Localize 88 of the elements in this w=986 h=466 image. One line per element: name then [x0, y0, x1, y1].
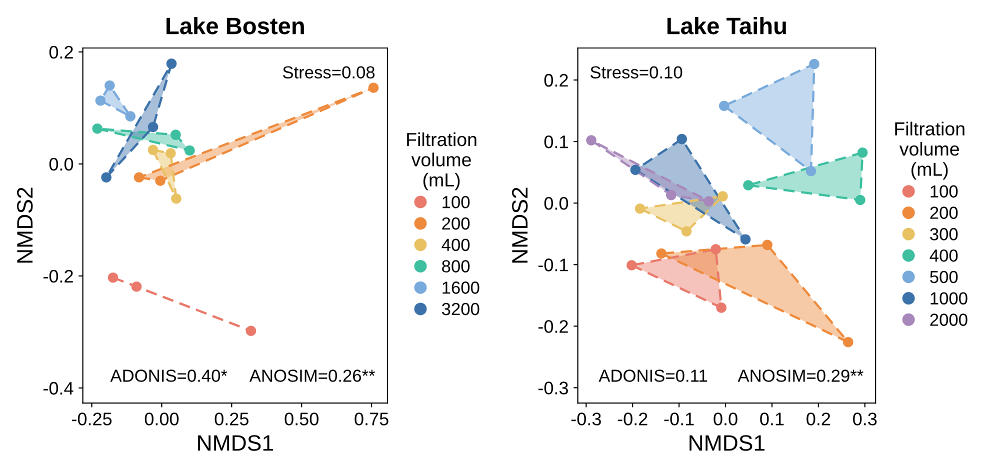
legend-label: 200	[442, 217, 470, 230]
y-axis-title: NMDS2	[512, 188, 528, 263]
x-tick-label: -0.3	[571, 412, 601, 426]
y-tick-label: -0.2	[43, 270, 73, 283]
point	[666, 190, 676, 200]
point	[630, 164, 641, 175]
point	[108, 272, 118, 283]
point	[171, 194, 182, 204]
annotation: ADONIS=0.40*	[110, 370, 228, 382]
point	[626, 260, 637, 270]
y-tick-label: -0.2	[538, 320, 568, 333]
legend-label: 1600	[442, 282, 480, 294]
annotation: ADONIS=0.11	[598, 370, 708, 382]
point	[246, 326, 256, 336]
annotation: ANOSIM=0.26**	[249, 370, 376, 382]
point	[184, 145, 195, 156]
x-axis-title: NMDS1	[198, 435, 273, 451]
point	[676, 134, 688, 144]
x-tick-label: -0.1	[664, 412, 694, 426]
x-tick-label: 0.50	[284, 412, 318, 426]
y-tick-label: 0.0	[49, 158, 74, 171]
legend-title: Filtration volume (mL)	[407, 132, 476, 190]
x-tick-label: 0.00	[144, 412, 179, 426]
point	[166, 148, 176, 158]
x-tick-label: 0.25	[214, 412, 248, 426]
y-tick-label: 0.1	[544, 135, 568, 148]
legend-label: 100	[442, 196, 470, 208]
point	[743, 180, 754, 190]
point	[681, 226, 692, 237]
point	[656, 248, 667, 259]
point	[92, 124, 103, 134]
point	[95, 95, 106, 106]
legend-label: 100	[930, 185, 958, 198]
point	[843, 337, 854, 348]
point	[101, 172, 112, 183]
legend-label: 400	[930, 249, 958, 262]
annotation: ANOSIM=0.29**	[738, 370, 864, 382]
x-tick-label: 0.3	[853, 412, 877, 426]
point	[104, 80, 115, 91]
y-tick-label: -0.1	[538, 258, 568, 272]
point	[718, 191, 728, 202]
x-tick-label: 0.2	[806, 412, 830, 426]
x-axis-title: NMDS1	[690, 435, 764, 451]
point	[806, 166, 816, 176]
legend-title: Filtration volume (mL)	[895, 122, 964, 180]
point	[855, 194, 866, 206]
x-tick-label: 0.1	[760, 412, 784, 426]
legend-label: 400	[442, 238, 470, 252]
point	[586, 135, 596, 146]
legend-label: 500	[930, 270, 958, 284]
point	[762, 240, 772, 250]
point	[166, 58, 177, 69]
point	[131, 281, 142, 292]
x-tick-label: -0.25	[72, 412, 112, 426]
point	[634, 203, 646, 214]
point	[857, 147, 868, 158]
x-tick-label: 0.0	[714, 412, 738, 426]
y-tick-label: 0.0	[544, 197, 568, 210]
point	[718, 100, 730, 111]
point	[710, 244, 721, 254]
legend-label: 1000	[930, 292, 968, 305]
legend-label: 300	[930, 228, 958, 240]
y-tick-label: -0.4	[43, 382, 74, 395]
chart-title: Lake Bosten	[166, 17, 304, 34]
legend-label: 800	[442, 260, 470, 272]
annotation: Stress=0.10	[590, 66, 682, 79]
x-tick-label: 0.75	[354, 412, 388, 426]
point	[125, 111, 136, 122]
y-axis-title: NMDS2	[17, 188, 33, 263]
x-tick-label: -0.2	[618, 412, 648, 426]
point	[809, 58, 820, 70]
point	[368, 82, 379, 93]
point	[716, 302, 726, 313]
point	[704, 196, 714, 206]
point	[134, 172, 144, 183]
legend-label: 3200	[442, 302, 480, 316]
point	[740, 234, 751, 245]
point	[148, 144, 158, 156]
point	[155, 176, 166, 186]
legend-label: 200	[930, 206, 958, 219]
point	[170, 130, 181, 140]
legend-label: 2000	[930, 314, 968, 326]
point	[148, 122, 158, 132]
annotation: Stress=0.08	[282, 66, 375, 79]
y-tick-label: 0.2	[49, 46, 73, 59]
chart-title: Lake Taihu	[667, 17, 786, 34]
y-tick-label: 0.2	[544, 74, 568, 87]
y-tick-label: -0.3	[538, 382, 568, 394]
